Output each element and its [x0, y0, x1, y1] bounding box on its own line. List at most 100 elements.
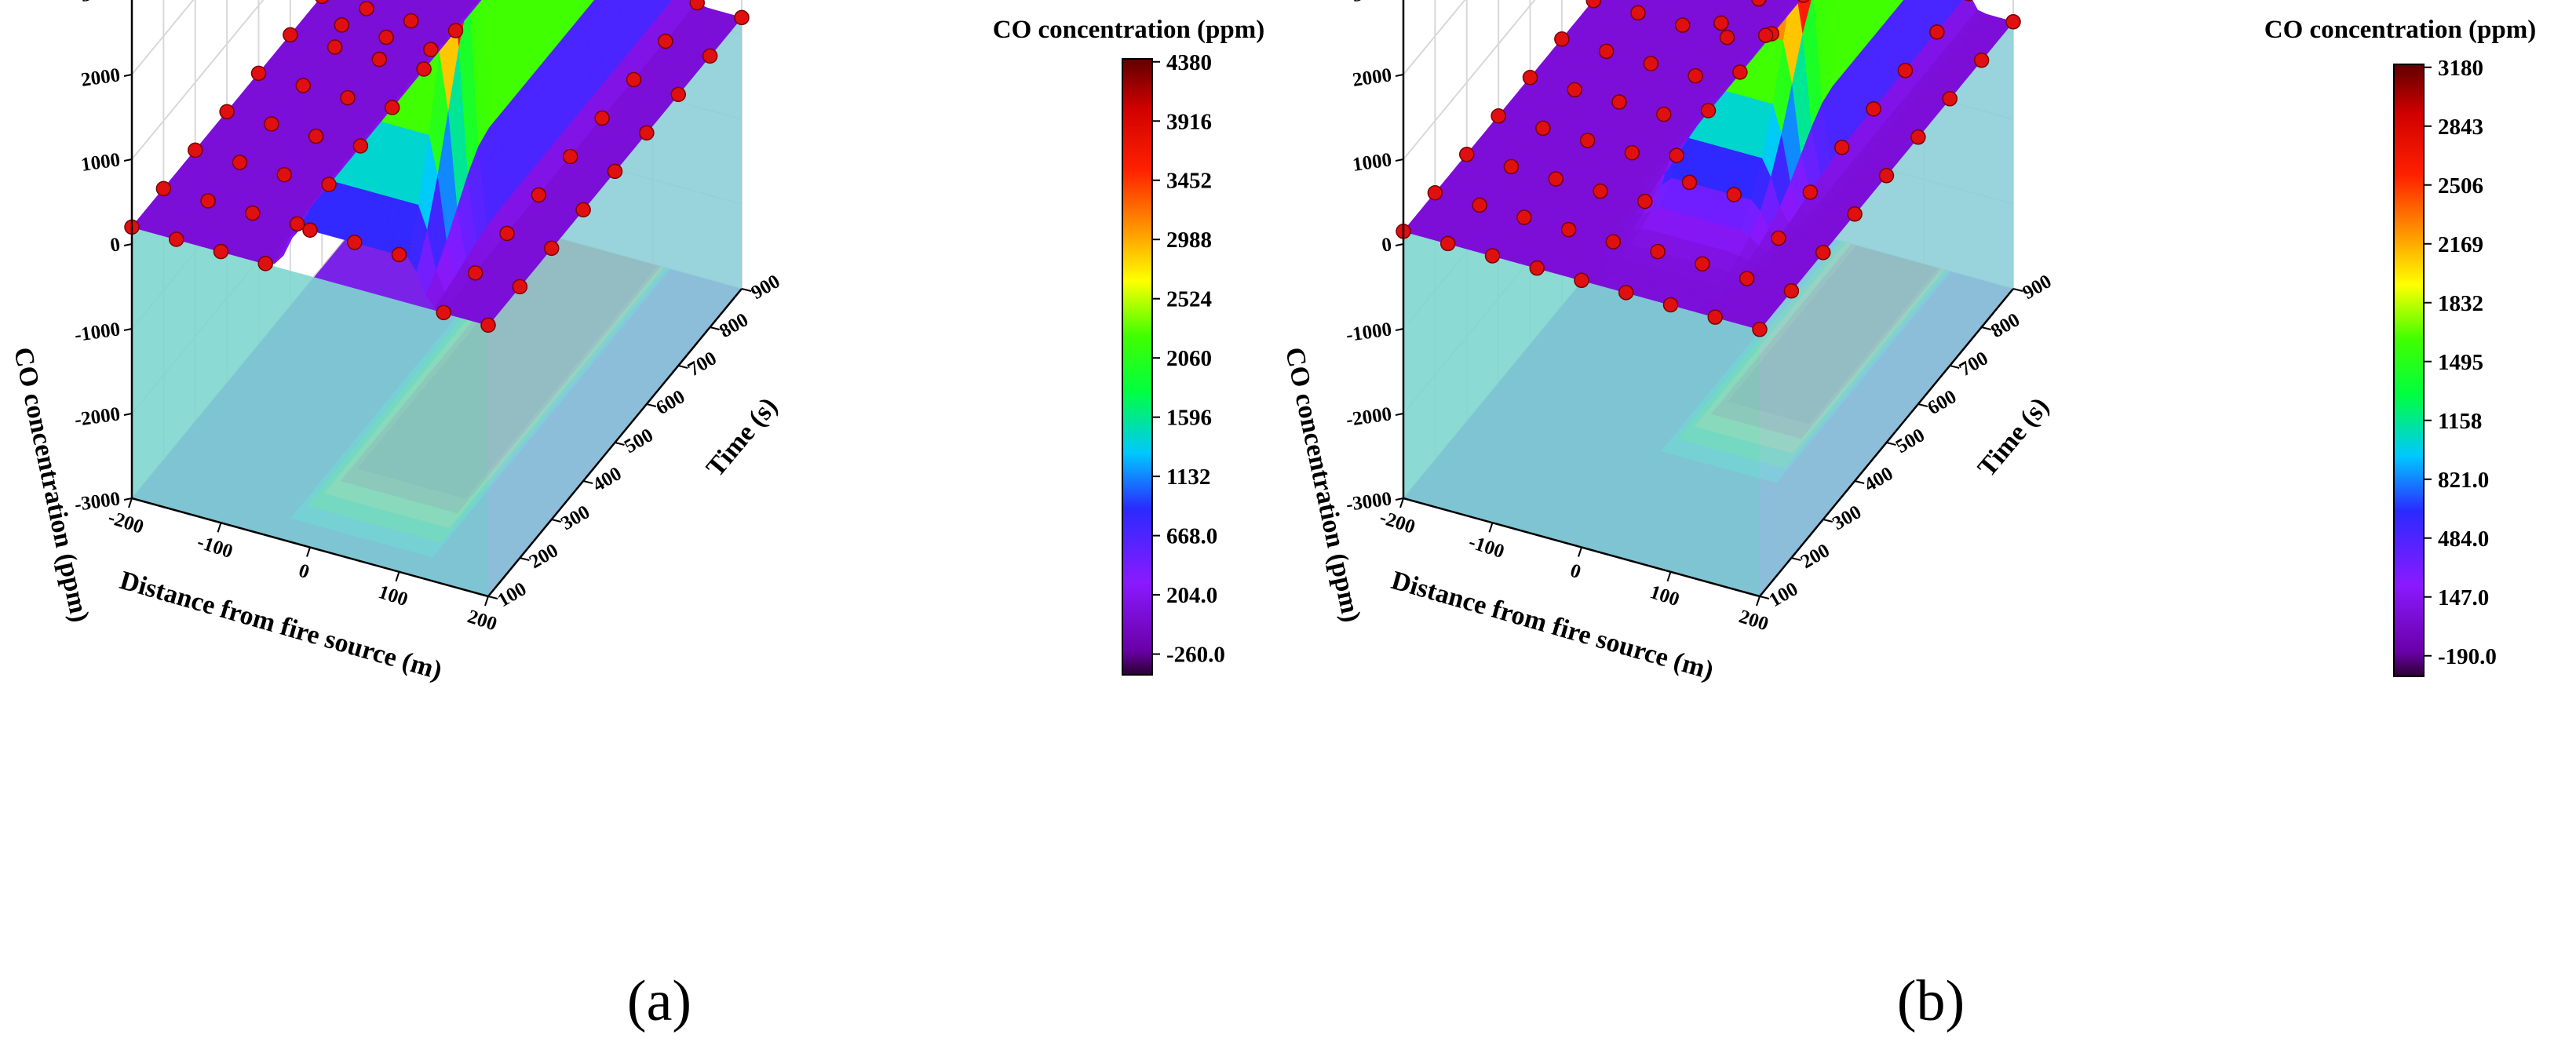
- data-point: [232, 155, 248, 170]
- x-tick-label: 200: [465, 606, 499, 635]
- z-tick-label: -1000: [1345, 319, 1393, 346]
- data-point: [1834, 140, 1850, 155]
- data-point: [1815, 245, 1831, 261]
- colorbar-tick-label: 1158: [2438, 409, 2482, 434]
- data-point: [295, 78, 311, 93]
- data-point: [1656, 106, 1672, 122]
- colorbar-tick-label: 668.0: [1166, 524, 1217, 549]
- right-skirt: [1760, 21, 2013, 597]
- data-point: [416, 61, 432, 77]
- colorbar-tick-label: 2524: [1166, 287, 1212, 312]
- surface-cell: [1611, 0, 1628, 9]
- surface-cell: [421, 0, 440, 12]
- x-tick: [484, 596, 489, 607]
- data-point: [403, 13, 419, 29]
- data-point: [467, 265, 483, 281]
- colorbar-tick-label: 2169: [2438, 232, 2483, 257]
- data-point: [1522, 70, 1538, 86]
- colorbar-tick-label: 147.0: [2438, 585, 2489, 610]
- y-tick: [710, 326, 720, 330]
- data-point: [1973, 53, 1990, 68]
- z-tick: [1395, 497, 1404, 501]
- x-tick: [217, 522, 222, 533]
- data-point: [327, 39, 343, 55]
- surface-cell: [1666, 0, 1682, 9]
- y-tick-label: 900: [2020, 271, 2056, 304]
- z-axis-title: CO concentration (ppm): [8, 344, 94, 625]
- data-point: [1440, 235, 1456, 252]
- data-point: [245, 205, 261, 221]
- x-tick-label: -100: [195, 531, 235, 563]
- data-point: [257, 256, 273, 271]
- data-point: [289, 216, 305, 232]
- surface-cell: [449, 0, 462, 3]
- x-tick-label: 0: [1567, 560, 1583, 584]
- z-tick-label: 0: [109, 234, 122, 256]
- surface-cell: [1601, 0, 1617, 6]
- x-tick: [1488, 522, 1494, 533]
- data-point: [1751, 0, 1767, 7]
- data-point: [1700, 103, 1717, 118]
- data-point: [1567, 82, 1582, 98]
- data-point: [480, 317, 496, 333]
- data-point: [1669, 148, 1684, 163]
- colorbar-tick-label: 3452: [1166, 169, 1212, 194]
- data-point: [315, 0, 329, 5]
- data-point: [1681, 174, 1698, 191]
- data-point: [1942, 91, 1958, 107]
- colorbar-tick-label: 2843: [2438, 115, 2483, 140]
- y-tick: [1981, 326, 1991, 330]
- data-point: [1695, 256, 1710, 271]
- data-point: [1726, 187, 1742, 202]
- data-point: [1472, 197, 1487, 213]
- data-point: [1585, 0, 1601, 9]
- data-point: [1707, 309, 1723, 325]
- data-point: [1516, 210, 1532, 225]
- data-point: [1783, 283, 1800, 299]
- data-point: [1739, 271, 1755, 286]
- data-point: [436, 304, 451, 321]
- data-point: [1624, 144, 1640, 161]
- x-tick: [1578, 547, 1582, 557]
- z-tick: [1395, 74, 1404, 77]
- right-skirt: [488, 17, 742, 596]
- y-tick: [678, 365, 688, 369]
- z-tick-label: 3000: [80, 0, 122, 6]
- x-tick-label: 0: [296, 560, 312, 584]
- x-tick: [1666, 571, 1672, 582]
- data-point: [352, 138, 369, 154]
- data-point: [250, 65, 267, 82]
- data-point: [1897, 63, 1914, 78]
- data-point: [321, 177, 337, 192]
- measurement-points: [1396, 0, 2021, 337]
- data-point: [499, 225, 515, 242]
- x-tick-label: 100: [376, 581, 410, 610]
- data-point: [302, 222, 318, 238]
- data-point: [1605, 234, 1622, 250]
- data-point: [1484, 248, 1501, 264]
- colorbar-tick-label: 2988: [1166, 228, 1212, 253]
- data-point: [391, 246, 407, 263]
- x-tick-label: -200: [105, 507, 146, 538]
- data-point: [385, 100, 400, 115]
- y-tick: [582, 480, 593, 484]
- data-point: [169, 231, 184, 247]
- data-point: [670, 86, 686, 103]
- data-point: [689, 0, 705, 11]
- data-point: [1866, 101, 1881, 117]
- data-point: [1643, 56, 1659, 71]
- z-tick: [123, 243, 133, 246]
- panel-label: (a): [627, 969, 691, 1033]
- data-point: [734, 9, 750, 26]
- data-point: [1732, 64, 1748, 80]
- data-point: [1637, 193, 1653, 210]
- colorbar-tick-label: -260.0: [1166, 643, 1225, 668]
- data-point: [563, 148, 578, 165]
- data-point: [594, 110, 610, 126]
- y-tick: [1886, 442, 1896, 446]
- z-tick: [123, 159, 133, 162]
- colorbar-tick-label: -190.0: [2438, 644, 2497, 669]
- data-point: [213, 243, 229, 260]
- colorbar-tick-label: 1832: [2438, 291, 2483, 316]
- z-tick-label: 1000: [80, 149, 122, 176]
